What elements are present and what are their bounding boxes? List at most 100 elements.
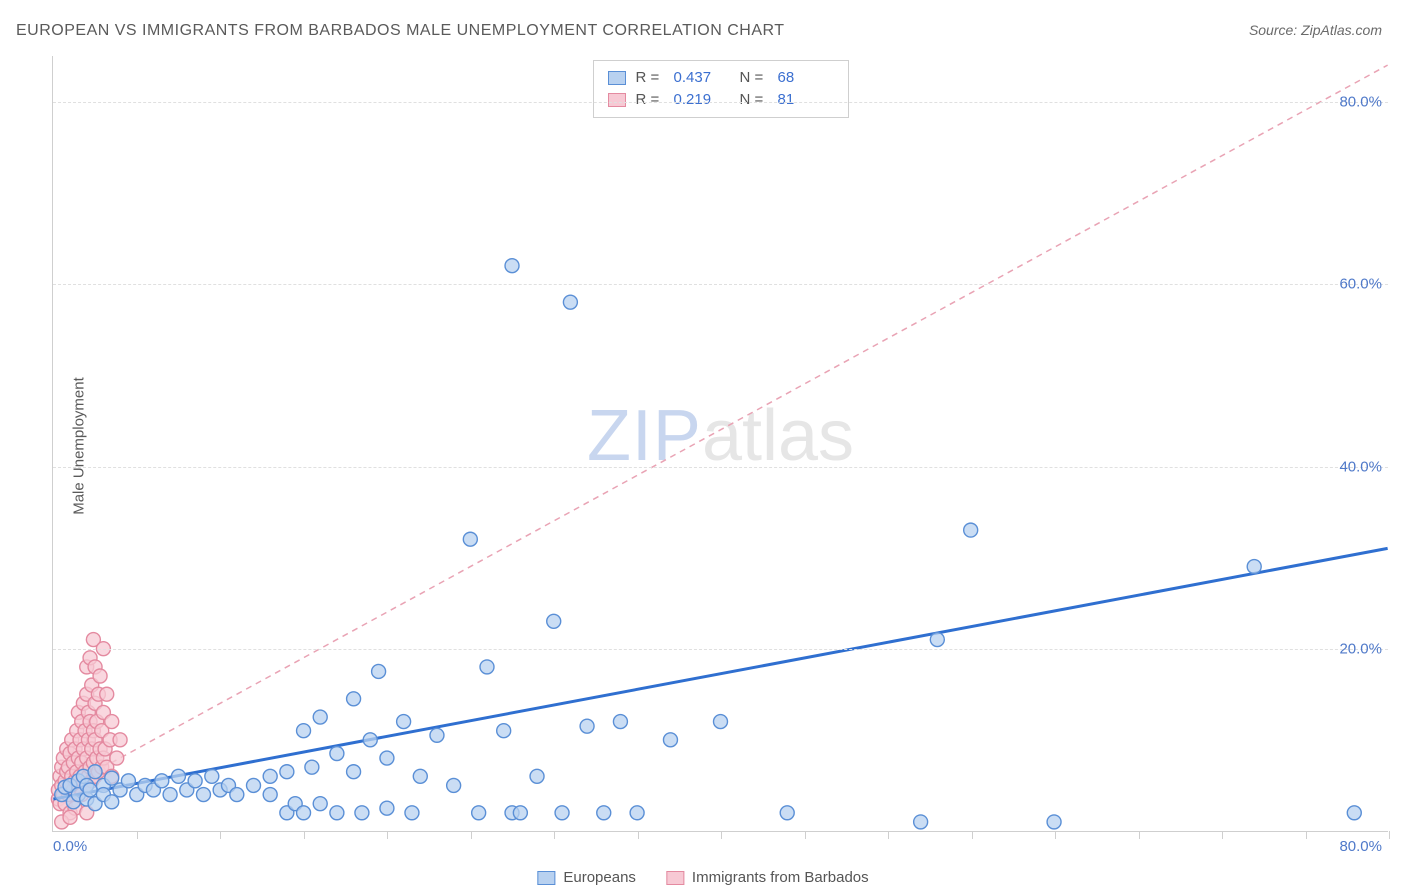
- data-point: [110, 751, 124, 765]
- legend-item-label: Immigrants from Barbados: [692, 869, 869, 886]
- data-point: [1047, 815, 1061, 829]
- gridline: [53, 102, 1388, 103]
- gridline: [53, 284, 1388, 285]
- x-tick: [1055, 831, 1056, 839]
- data-point: [930, 633, 944, 647]
- data-point: [497, 724, 511, 738]
- legend-item: Europeans: [537, 869, 636, 886]
- data-point: [663, 733, 677, 747]
- data-point: [113, 733, 127, 747]
- source-label: Source:: [1249, 22, 1297, 38]
- data-point: [380, 751, 394, 765]
- data-point: [263, 769, 277, 783]
- x-tick: [638, 831, 639, 839]
- data-point: [83, 783, 97, 797]
- gridline: [53, 467, 1388, 468]
- x-tick: [471, 831, 472, 839]
- data-point: [405, 806, 419, 820]
- data-point: [630, 806, 644, 820]
- data-point: [397, 715, 411, 729]
- data-point: [1347, 806, 1361, 820]
- data-point: [363, 733, 377, 747]
- data-point: [330, 747, 344, 761]
- data-point: [230, 788, 244, 802]
- data-point: [547, 614, 561, 628]
- data-point: [196, 788, 210, 802]
- data-point: [505, 259, 519, 273]
- legend-swatch-icon: [537, 871, 555, 885]
- y-tick-label: 40.0%: [1339, 458, 1382, 475]
- y-tick-label: 20.0%: [1339, 641, 1382, 658]
- data-point: [100, 687, 114, 701]
- x-tick: [554, 831, 555, 839]
- data-point: [105, 715, 119, 729]
- data-point: [964, 523, 978, 537]
- data-point: [205, 769, 219, 783]
- data-point: [88, 765, 102, 779]
- data-point: [413, 769, 427, 783]
- source-attribution: Source: ZipAtlas.com: [1249, 22, 1382, 38]
- data-point: [163, 788, 177, 802]
- legend-swatch-icon: [666, 871, 684, 885]
- chart-title: EUROPEAN VS IMMIGRANTS FROM BARBADOS MAL…: [16, 22, 785, 40]
- legend-item: Immigrants from Barbados: [666, 869, 869, 886]
- trend-line: [53, 548, 1387, 799]
- scatter-svg: [53, 56, 1388, 831]
- source-value: ZipAtlas.com: [1301, 22, 1382, 38]
- data-point: [313, 797, 327, 811]
- data-point: [380, 801, 394, 815]
- data-point: [430, 728, 444, 742]
- data-point: [563, 295, 577, 309]
- x-tick: [1222, 831, 1223, 839]
- data-point: [330, 806, 344, 820]
- data-point: [472, 806, 486, 820]
- data-point: [305, 760, 319, 774]
- x-tick: [972, 831, 973, 839]
- trend-line: [53, 65, 1387, 794]
- x-tick: [220, 831, 221, 839]
- x-tick: [1139, 831, 1140, 839]
- data-point: [372, 664, 386, 678]
- x-tick: [304, 831, 305, 839]
- data-point: [121, 774, 135, 788]
- series-legend: Europeans Immigrants from Barbados: [537, 869, 868, 886]
- data-point: [93, 669, 107, 683]
- data-point: [297, 806, 311, 820]
- x-tick: [805, 831, 806, 839]
- data-point: [463, 532, 477, 546]
- x-tick: [137, 831, 138, 839]
- x-tick: [387, 831, 388, 839]
- data-point: [313, 710, 327, 724]
- legend-item-label: Europeans: [563, 869, 636, 886]
- x-tick: [1306, 831, 1307, 839]
- x-origin-label: 0.0%: [53, 838, 87, 855]
- x-max-label: 80.0%: [1339, 838, 1382, 855]
- data-point: [480, 660, 494, 674]
- data-point: [105, 771, 119, 785]
- data-point: [263, 788, 277, 802]
- data-point: [63, 810, 77, 824]
- data-point: [597, 806, 611, 820]
- chart-page: EUROPEAN VS IMMIGRANTS FROM BARBADOS MAL…: [0, 0, 1406, 892]
- data-point: [555, 806, 569, 820]
- data-point: [447, 778, 461, 792]
- data-point: [188, 774, 202, 788]
- data-point: [530, 769, 544, 783]
- data-point: [280, 765, 294, 779]
- plot-area: ZIPatlas R = 0.437 N = 68 R = 0.219 N = …: [52, 56, 1388, 832]
- data-point: [171, 769, 185, 783]
- y-tick-label: 80.0%: [1339, 93, 1382, 110]
- data-point: [347, 765, 361, 779]
- gridline: [53, 649, 1388, 650]
- data-point: [355, 806, 369, 820]
- data-point: [297, 724, 311, 738]
- x-tick: [1389, 831, 1390, 839]
- data-point: [1247, 560, 1261, 574]
- data-point: [780, 806, 794, 820]
- data-point: [347, 692, 361, 706]
- y-tick-label: 60.0%: [1339, 276, 1382, 293]
- data-point: [247, 778, 261, 792]
- data-point: [155, 774, 169, 788]
- x-tick: [721, 831, 722, 839]
- data-point: [714, 715, 728, 729]
